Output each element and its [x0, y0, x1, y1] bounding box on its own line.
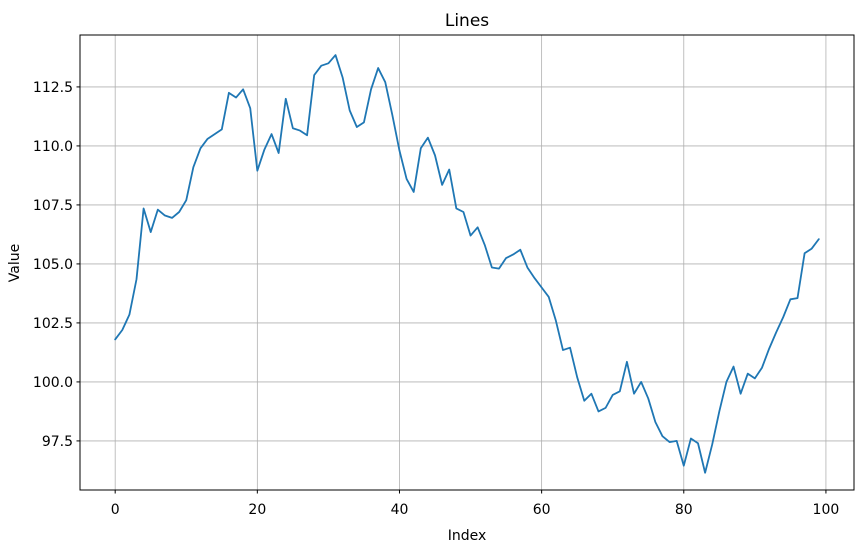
y-tick-label: 100.0 [33, 375, 73, 391]
y-axis-label: Value [7, 244, 23, 282]
y-tick-label: 107.5 [33, 198, 73, 214]
chart-title: Lines [445, 11, 489, 31]
x-axis-label: Index [448, 528, 487, 544]
y-tick-label: 97.5 [42, 434, 73, 450]
x-tick-label: 0 [111, 502, 120, 518]
tick-layer [76, 86, 827, 494]
x-tick-label: 40 [391, 502, 409, 518]
series-line [114, 54, 820, 474]
grid-layer [80, 35, 854, 490]
y-tick-label: 112.5 [33, 80, 73, 96]
series-layer [114, 54, 820, 474]
x-tick-label: 20 [248, 502, 266, 518]
y-tick-label: 110.0 [33, 139, 73, 155]
tick-label-layer: 0 20 40 60 80 100 97.5 100.0 102.5 105.0 107.5 110.… [33, 80, 839, 518]
x-tick-label: 80 [675, 502, 693, 518]
y-tick-label: 105.0 [33, 257, 73, 273]
x-tick-label: 100 [813, 502, 840, 518]
x-tick-label: 60 [533, 502, 551, 518]
y-tick-label: 102.5 [33, 316, 73, 332]
plot-spines [79, 34, 855, 491]
plot-background [80, 35, 854, 490]
